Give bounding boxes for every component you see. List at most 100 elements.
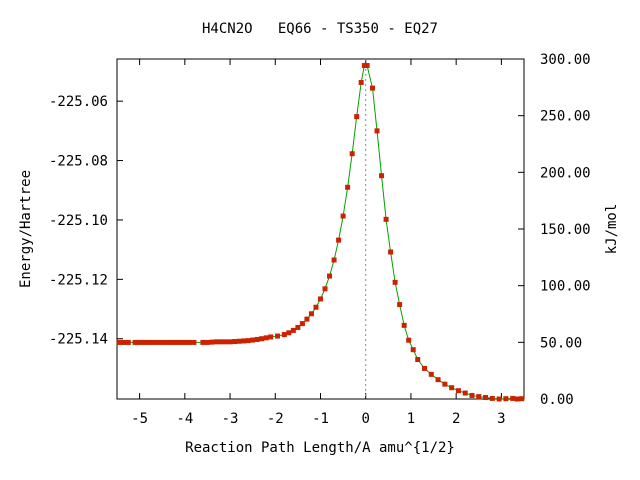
data-point <box>313 304 319 310</box>
data-point <box>168 339 174 345</box>
plot-frame <box>116 58 525 400</box>
data-point <box>275 333 281 339</box>
y2-tick-label: 300.00 <box>540 52 591 68</box>
energy-curve <box>119 65 522 400</box>
y2-tick-label: 250.00 <box>540 109 591 125</box>
data-point <box>304 316 310 322</box>
data-point <box>159 339 165 345</box>
x-tick-label: 1 <box>407 411 415 427</box>
chart-title: H4CN2O EQ66 - TS350 - EQ27 <box>202 21 438 37</box>
data-point <box>364 63 370 69</box>
y-tick-label: -225.12 <box>49 272 108 288</box>
data-point <box>241 338 247 344</box>
data-point <box>379 173 385 179</box>
data-point <box>415 357 421 363</box>
data-point <box>121 339 127 345</box>
data-point <box>263 335 269 341</box>
data-point <box>406 337 412 343</box>
data-point <box>204 339 210 345</box>
data-point <box>503 396 509 402</box>
data-point <box>281 332 287 338</box>
data-point <box>232 339 238 345</box>
data-point <box>361 63 367 69</box>
x-axis-label: Reaction Path Length/A amu^{1/2} <box>185 440 455 456</box>
x-tick-label: -2 <box>267 411 284 427</box>
data-point <box>410 347 416 353</box>
y-tick-label: -225.14 <box>49 332 108 348</box>
data-point <box>299 321 305 327</box>
data-point <box>327 273 333 279</box>
data-markers <box>116 63 525 402</box>
y2-tick-label: 150.00 <box>540 222 591 238</box>
y2-axis-label: kJ/mol <box>604 204 620 255</box>
data-point <box>236 338 242 344</box>
data-point <box>125 339 131 345</box>
data-point <box>218 339 224 345</box>
x-tick-label: 2 <box>452 411 460 427</box>
data-point <box>177 339 183 345</box>
data-point <box>150 339 156 345</box>
y2-tick-label: 0.00 <box>540 392 574 408</box>
data-point <box>442 381 448 387</box>
y2-tick-label: 200.00 <box>540 165 591 181</box>
x-axis: -5 -4 -3 -2 -1 0 1 2 3 <box>131 59 506 427</box>
data-point <box>155 339 161 345</box>
data-point <box>213 339 219 345</box>
data-point <box>340 213 346 219</box>
data-point <box>370 85 376 91</box>
data-point <box>476 394 482 400</box>
y-tick-label: -225.10 <box>49 213 108 229</box>
data-point <box>462 390 468 396</box>
data-point <box>401 322 407 328</box>
data-point <box>489 395 495 401</box>
y-tick-label: -225.08 <box>49 154 108 170</box>
data-point <box>164 339 170 345</box>
x-tick-label: -1 <box>312 411 329 427</box>
data-point <box>392 279 398 285</box>
data-point <box>345 184 351 190</box>
data-point <box>422 365 428 371</box>
data-point <box>428 371 434 377</box>
data-point <box>331 257 337 263</box>
data-point <box>519 396 525 402</box>
data-point <box>336 237 342 243</box>
data-point <box>435 377 441 383</box>
data-point <box>259 336 265 342</box>
y-tick-label: -225.06 <box>49 94 108 110</box>
data-point <box>514 396 520 402</box>
data-point <box>510 395 516 401</box>
data-point <box>209 339 215 345</box>
data-point <box>308 311 314 317</box>
data-point <box>455 388 461 394</box>
data-point <box>358 79 364 85</box>
data-point <box>295 324 301 330</box>
data-point <box>349 151 355 157</box>
data-point <box>374 128 380 134</box>
data-point <box>141 339 147 345</box>
x-tick-label: 0 <box>362 411 370 427</box>
x-tick-label: -3 <box>222 411 239 427</box>
data-point <box>182 339 188 345</box>
data-point <box>483 395 489 401</box>
data-point <box>397 302 403 308</box>
data-point <box>290 327 296 333</box>
data-point <box>146 339 152 345</box>
data-point <box>223 339 229 345</box>
x-tick-label: 3 <box>497 411 505 427</box>
x-tick-label: -5 <box>131 411 148 427</box>
data-point <box>254 336 260 342</box>
y2-tick-label: 50.00 <box>540 335 582 351</box>
data-point <box>318 296 323 302</box>
data-point <box>186 339 192 345</box>
x-tick-label: -4 <box>176 411 193 427</box>
data-point <box>116 339 122 345</box>
y-axis-label: Energy/Hartree <box>18 170 34 288</box>
data-point <box>354 114 360 120</box>
data-point <box>469 392 475 398</box>
data-point <box>191 339 197 345</box>
y-axis-left: -225.06 -225.08 -225.10 -225.12 -225.14 <box>49 94 123 348</box>
y-axis-right: 0.00 50.00 100.00 150.00 200.00 250.00 300.00 <box>518 52 591 408</box>
data-point <box>245 338 251 344</box>
data-point <box>268 334 274 340</box>
data-point <box>449 385 455 391</box>
